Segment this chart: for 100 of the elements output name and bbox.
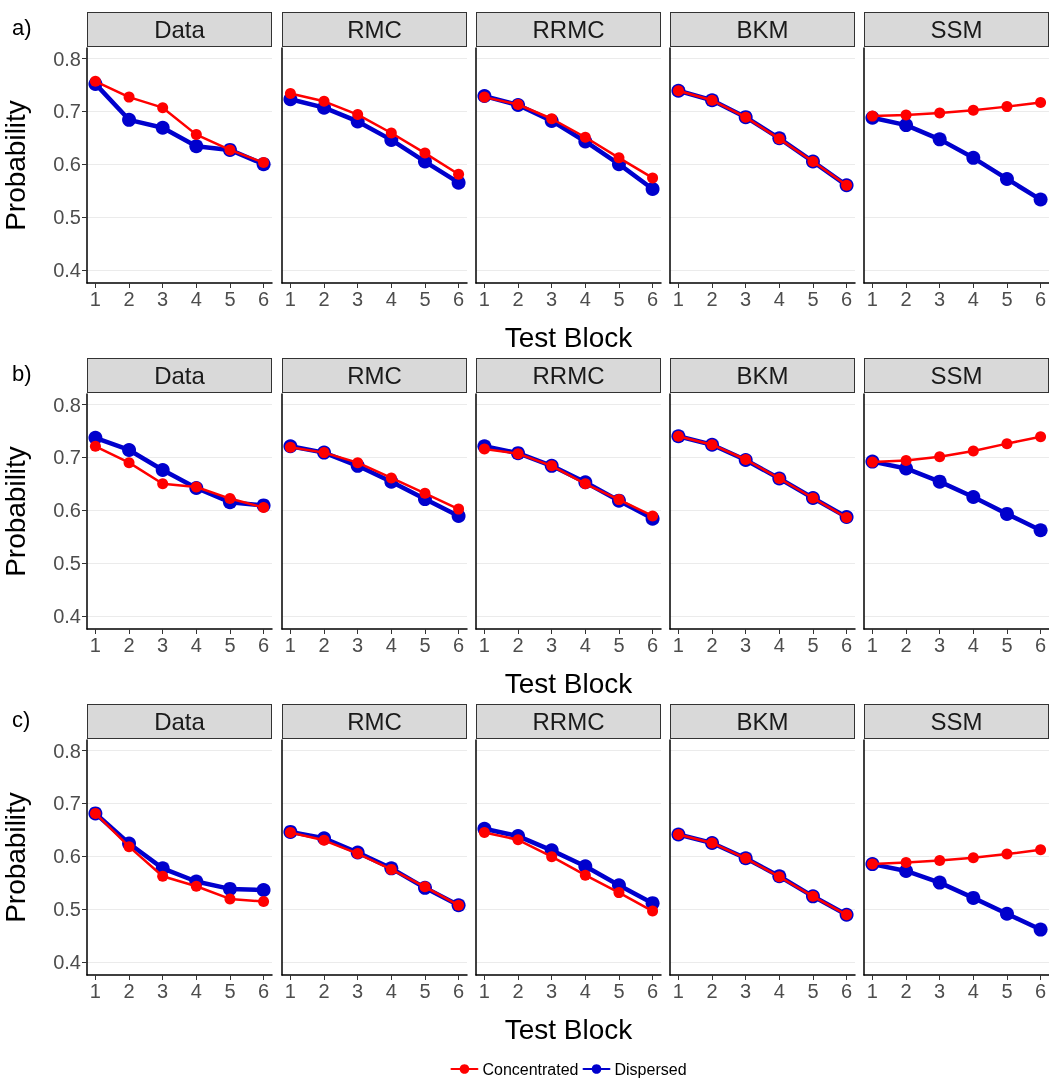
point xyxy=(579,869,591,881)
x-tick-label: 2 xyxy=(512,634,524,656)
legend-label: Concentrated xyxy=(482,1060,579,1078)
x-tick-label: 1 xyxy=(866,980,878,1002)
x-tick-label: 4 xyxy=(967,980,979,1002)
point xyxy=(1033,922,1048,937)
x-tick-label: 3 xyxy=(157,634,169,656)
x-axis-title: Test Block xyxy=(504,667,634,699)
x-tick-label: 5 xyxy=(807,288,819,310)
x-tick-label: 6 xyxy=(647,980,659,1002)
point xyxy=(934,451,946,463)
x-tick-label: 6 xyxy=(1035,980,1047,1002)
x-tick-label: 1 xyxy=(89,634,101,656)
x-tick-label: 6 xyxy=(841,288,853,310)
chart-title: RRMC xyxy=(532,15,605,43)
x-tick-label: 3 xyxy=(934,288,946,310)
x-tick-label: 4 xyxy=(385,288,397,310)
x-tick-label: 4 xyxy=(190,980,202,1002)
point xyxy=(934,854,946,866)
point xyxy=(999,906,1014,921)
point xyxy=(967,104,979,116)
x-tick-label: 6 xyxy=(841,980,853,1002)
x-tick-label: 3 xyxy=(546,634,558,656)
y-axis-title: Probability xyxy=(0,446,31,577)
point xyxy=(224,493,236,505)
point xyxy=(453,168,465,180)
x-tick-label: 3 xyxy=(352,634,364,656)
x-tick-label: 5 xyxy=(613,634,625,656)
x-tick-label: 2 xyxy=(512,288,524,310)
point xyxy=(1001,848,1013,860)
text: b) xyxy=(12,360,32,386)
point xyxy=(453,503,465,515)
y-tick-label: 0.5 xyxy=(53,551,81,574)
x-tick-label: 1 xyxy=(478,634,490,656)
point xyxy=(155,120,170,135)
point xyxy=(258,896,270,908)
x-tick-label: 1 xyxy=(478,288,490,310)
chart-title: RMC xyxy=(347,361,402,389)
point xyxy=(647,510,659,522)
point xyxy=(966,150,981,165)
point xyxy=(157,478,169,490)
point xyxy=(932,474,947,489)
x-tick-label: 2 xyxy=(900,288,912,310)
x-tick-label: 3 xyxy=(546,980,558,1002)
chart-title: RRMC xyxy=(532,361,605,389)
x-tick-label: 1 xyxy=(866,288,878,310)
y-axis-title: Probability xyxy=(0,792,31,923)
point xyxy=(478,443,490,455)
y-tick-label: 0.6 xyxy=(53,499,81,522)
point xyxy=(122,442,137,457)
point xyxy=(967,445,979,457)
point xyxy=(256,882,271,897)
x-tick-label: 5 xyxy=(419,634,431,656)
x-axis-title: Test Block xyxy=(504,321,634,353)
x-tick-label: 2 xyxy=(318,980,330,1002)
x-tick-label: 5 xyxy=(1001,980,1013,1002)
x-tick-label: 6 xyxy=(1035,288,1047,310)
text: c) xyxy=(12,706,31,732)
x-tick-label: 2 xyxy=(318,288,330,310)
y-tick-label: 0.7 xyxy=(53,100,81,123)
point xyxy=(967,852,979,864)
point xyxy=(900,857,912,869)
point xyxy=(546,851,558,863)
chart-title: RMC xyxy=(347,707,402,735)
y-tick-label: 0.4 xyxy=(53,604,81,627)
point xyxy=(478,826,490,838)
point xyxy=(647,905,659,917)
point xyxy=(966,489,981,504)
x-tick-label: 5 xyxy=(419,288,431,310)
chart-title: Data xyxy=(154,361,206,389)
x-tick-label: 3 xyxy=(352,288,364,310)
point xyxy=(899,118,914,133)
x-tick-label: 4 xyxy=(579,288,591,310)
point xyxy=(89,75,101,87)
point xyxy=(352,109,364,121)
x-tick-label: 5 xyxy=(224,634,236,656)
point xyxy=(419,487,431,499)
x-tick-label: 6 xyxy=(258,980,270,1002)
point xyxy=(966,890,981,905)
y-tick-label: 0.7 xyxy=(53,792,81,815)
x-tick-label: 3 xyxy=(157,980,169,1002)
point xyxy=(157,102,169,114)
x-tick-label: 4 xyxy=(385,980,397,1002)
point xyxy=(1001,438,1013,450)
point xyxy=(613,152,625,164)
chart-title: SSM xyxy=(930,707,983,735)
point xyxy=(999,171,1014,186)
x-tick-label: 1 xyxy=(672,288,684,310)
x-axis-title: Test Block xyxy=(504,1013,634,1045)
point xyxy=(1035,431,1047,443)
x-tick-label: 1 xyxy=(284,980,296,1002)
x-tick-label: 4 xyxy=(385,634,397,656)
x-tick-label: 6 xyxy=(841,634,853,656)
y-tick-label: 0.5 xyxy=(53,897,81,920)
x-tick-label: 1 xyxy=(672,980,684,1002)
point xyxy=(123,91,135,103)
point xyxy=(385,472,397,484)
point xyxy=(645,182,660,196)
x-tick-label: 5 xyxy=(224,980,236,1002)
point xyxy=(224,893,236,905)
